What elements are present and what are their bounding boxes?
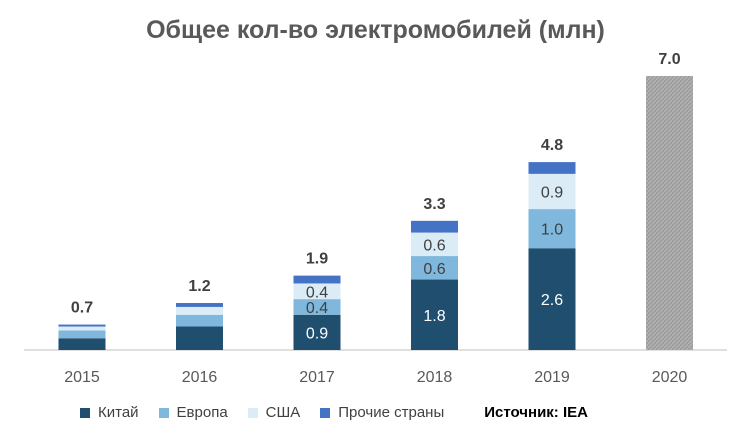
total-label-2019: 4.8 (541, 137, 563, 154)
data-label-2017-series-0: 0.9 (306, 325, 328, 342)
legend-label-2: США (265, 404, 301, 421)
legend-swatch-2 (247, 407, 258, 418)
bar-2019-series-0 (528, 248, 576, 350)
x-tick-label-2020: 2020 (652, 369, 688, 386)
legend-item-3: Прочие страны (320, 404, 444, 421)
data-label-2017-series-2: 0.4 (306, 284, 328, 301)
x-tick-label-2015: 2015 (64, 369, 100, 386)
legend-swatch-1 (158, 407, 169, 418)
data-label-2018-series-1: 0.6 (423, 261, 445, 278)
total-label-2015: 0.7 (71, 300, 93, 317)
bar-2018-series-1 (411, 256, 458, 280)
bar-2015-series-1 (58, 330, 106, 339)
legend: Китай Европа США Прочие страны Источник: IEA (80, 404, 588, 421)
bar-2017-series-2 (293, 283, 341, 300)
bar-2017-series-1 (293, 299, 341, 315)
legend-item-2: США (247, 404, 301, 421)
x-tick-label-2017: 2017 (299, 369, 335, 386)
data-label-2017-series-1: 0.4 (306, 300, 328, 317)
bar-2018-series-2 (411, 232, 458, 257)
x-tick-label-2018: 2018 (417, 369, 453, 386)
total-label-2017: 1.9 (306, 251, 328, 268)
legend-label-3: Прочие страны (338, 404, 445, 421)
legend-swatch-3 (320, 407, 331, 418)
bar-2019-series-1 (528, 209, 576, 249)
bar-chart: 0.7 2015 1.2 2016 0.9 0.40.4 1.9 2017 1.8 0.6 0.6 3… (24, 51, 727, 386)
legend-item-0: Китай (80, 404, 139, 421)
data-label-2019-series-2: 0.9 (541, 184, 563, 201)
data-label-2018-series-0: 1.8 (423, 308, 445, 325)
bar-forecast-2020 (646, 76, 693, 350)
data-label-2019-series-0: 2.6 (541, 292, 563, 309)
bar-2016-series-2 (176, 306, 223, 315)
legend-label-1: Европа (176, 404, 228, 421)
x-tick-label-2016: 2016 (182, 369, 218, 386)
bar-2016-series-0 (176, 326, 223, 350)
bar-2017-series-3 (293, 275, 341, 284)
total-label-2016: 1.2 (188, 278, 210, 295)
bar-2015-series-0 (58, 338, 106, 350)
bar-2019-series-3 (528, 162, 576, 174)
total-label-2018: 3.3 (423, 196, 445, 213)
bar-2016-series-1 (176, 314, 223, 327)
data-label-2019-series-1: 1.0 (541, 222, 563, 239)
bar-2017-series-0 (293, 314, 341, 350)
chart-title: Общее кол-во электромобилей (млн) (146, 16, 605, 44)
bar-2015-series-3 (58, 324, 106, 327)
legend-label-0: Китай (98, 404, 139, 421)
bar-2018-series-3 (411, 220, 458, 233)
bar-2015-series-2 (58, 326, 106, 331)
total-label-2020: 7.0 (658, 51, 680, 68)
data-label-2018-series-2: 0.6 (423, 237, 445, 254)
bar-2016-series-3 (176, 303, 223, 307)
bar-2018-series-0 (411, 279, 458, 350)
legend-item-1: Европа (158, 404, 228, 421)
source-label: Источник: IEA (484, 404, 588, 421)
x-tick-label-2019: 2019 (534, 369, 570, 386)
bar-2019-series-2 (528, 173, 576, 210)
legend-swatch-0 (80, 407, 90, 418)
